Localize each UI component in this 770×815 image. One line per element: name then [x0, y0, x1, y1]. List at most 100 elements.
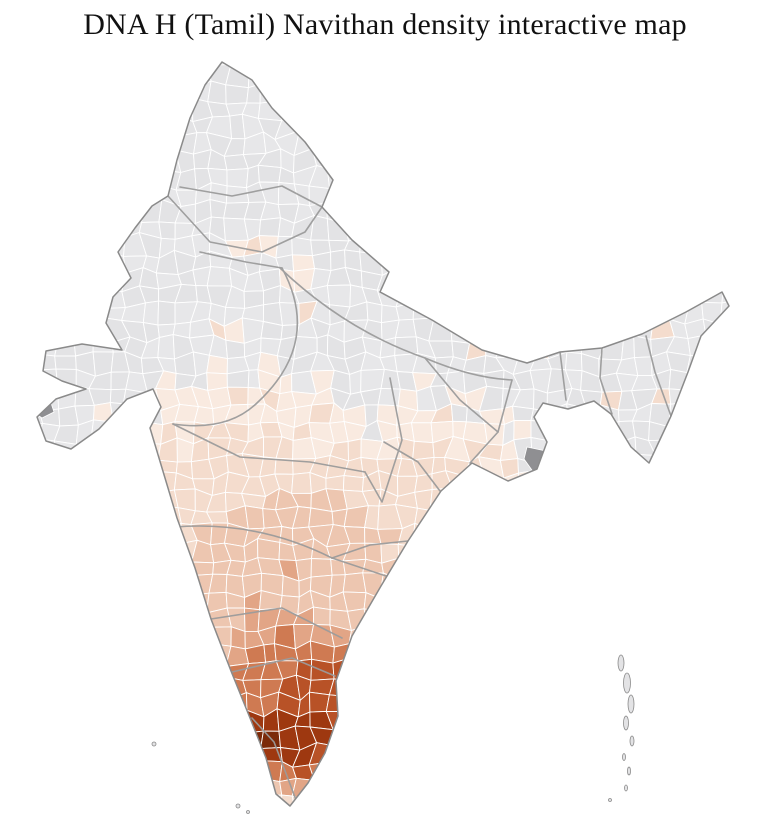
district[interactable]	[21, 760, 46, 785]
district[interactable]	[480, 623, 502, 649]
district[interactable]	[614, 215, 636, 242]
district[interactable]	[87, 657, 110, 681]
district[interactable]	[549, 287, 569, 310]
district[interactable]	[429, 188, 447, 207]
district[interactable]	[139, 85, 159, 105]
district[interactable]	[343, 760, 368, 786]
district[interactable]	[666, 80, 689, 102]
district[interactable]	[546, 148, 571, 170]
district[interactable]	[495, 118, 517, 135]
district[interactable]	[478, 800, 504, 815]
district[interactable]	[598, 65, 618, 87]
district[interactable]	[719, 184, 735, 207]
district[interactable]	[21, 710, 40, 731]
district[interactable]	[412, 250, 436, 276]
district[interactable]	[633, 356, 653, 377]
district[interactable]	[431, 646, 454, 660]
district[interactable]	[514, 742, 539, 769]
district[interactable]	[37, 221, 59, 240]
district[interactable]	[88, 221, 110, 242]
district[interactable]	[530, 419, 554, 442]
district[interactable]	[512, 643, 538, 667]
district[interactable]	[72, 507, 92, 531]
district[interactable]	[21, 320, 43, 339]
district[interactable]	[190, 793, 214, 815]
district[interactable]	[41, 577, 63, 599]
district[interactable]	[125, 607, 143, 632]
district[interactable]	[311, 251, 332, 272]
district[interactable]	[310, 47, 329, 70]
district[interactable]	[649, 273, 675, 292]
district[interactable]	[462, 135, 483, 154]
district[interactable]	[480, 522, 500, 548]
district[interactable]	[24, 132, 43, 157]
district[interactable]	[73, 286, 94, 307]
district[interactable]	[481, 98, 499, 121]
district[interactable]	[512, 405, 535, 421]
district[interactable]	[634, 555, 653, 582]
district[interactable]	[497, 203, 522, 225]
district[interactable]	[138, 504, 159, 531]
district[interactable]	[377, 114, 401, 136]
district[interactable]	[364, 116, 381, 136]
district[interactable]	[567, 538, 588, 563]
district[interactable]	[582, 487, 603, 513]
district[interactable]	[716, 437, 741, 463]
district[interactable]	[20, 80, 46, 103]
district[interactable]	[462, 522, 486, 548]
district[interactable]	[495, 776, 518, 802]
district[interactable]	[704, 725, 726, 750]
district[interactable]	[566, 420, 589, 446]
district[interactable]	[71, 221, 96, 235]
district[interactable]	[721, 386, 737, 409]
district[interactable]	[683, 658, 708, 682]
district[interactable]	[500, 643, 517, 667]
district[interactable]	[652, 678, 668, 701]
district[interactable]	[515, 235, 537, 253]
district[interactable]	[20, 628, 40, 646]
district[interactable]	[461, 644, 482, 665]
district[interactable]	[667, 777, 691, 801]
district[interactable]	[155, 114, 179, 137]
district[interactable]	[37, 659, 60, 680]
district[interactable]	[585, 404, 605, 426]
district[interactable]	[106, 590, 127, 616]
district[interactable]	[565, 780, 590, 803]
district[interactable]	[497, 524, 521, 548]
district[interactable]	[410, 608, 434, 633]
district[interactable]	[380, 165, 403, 188]
district[interactable]	[634, 234, 658, 259]
district[interactable]	[584, 657, 602, 684]
district[interactable]	[719, 727, 735, 751]
district[interactable]	[639, 626, 654, 649]
district[interactable]	[586, 799, 608, 815]
district[interactable]	[686, 372, 705, 391]
district[interactable]	[428, 555, 452, 581]
district[interactable]	[194, 759, 214, 779]
district[interactable]	[637, 87, 654, 104]
district[interactable]	[447, 307, 471, 322]
district[interactable]	[122, 86, 146, 105]
district[interactable]	[450, 644, 467, 660]
district[interactable]	[21, 164, 46, 188]
district[interactable]	[88, 251, 114, 271]
district[interactable]	[529, 186, 552, 208]
district[interactable]	[517, 679, 535, 694]
district[interactable]	[139, 103, 159, 123]
district[interactable]	[567, 623, 589, 647]
district[interactable]	[430, 204, 449, 225]
district[interactable]	[257, 794, 283, 815]
district[interactable]	[719, 62, 742, 84]
district[interactable]	[683, 152, 709, 171]
district[interactable]	[466, 775, 487, 803]
district[interactable]	[686, 188, 707, 205]
district[interactable]	[40, 782, 60, 803]
district[interactable]	[141, 199, 163, 223]
district[interactable]	[21, 334, 43, 359]
district[interactable]	[648, 593, 674, 613]
district[interactable]	[579, 389, 603, 410]
district[interactable]	[583, 267, 604, 289]
district[interactable]	[666, 540, 688, 564]
district[interactable]	[552, 46, 572, 68]
district[interactable]	[547, 589, 573, 616]
